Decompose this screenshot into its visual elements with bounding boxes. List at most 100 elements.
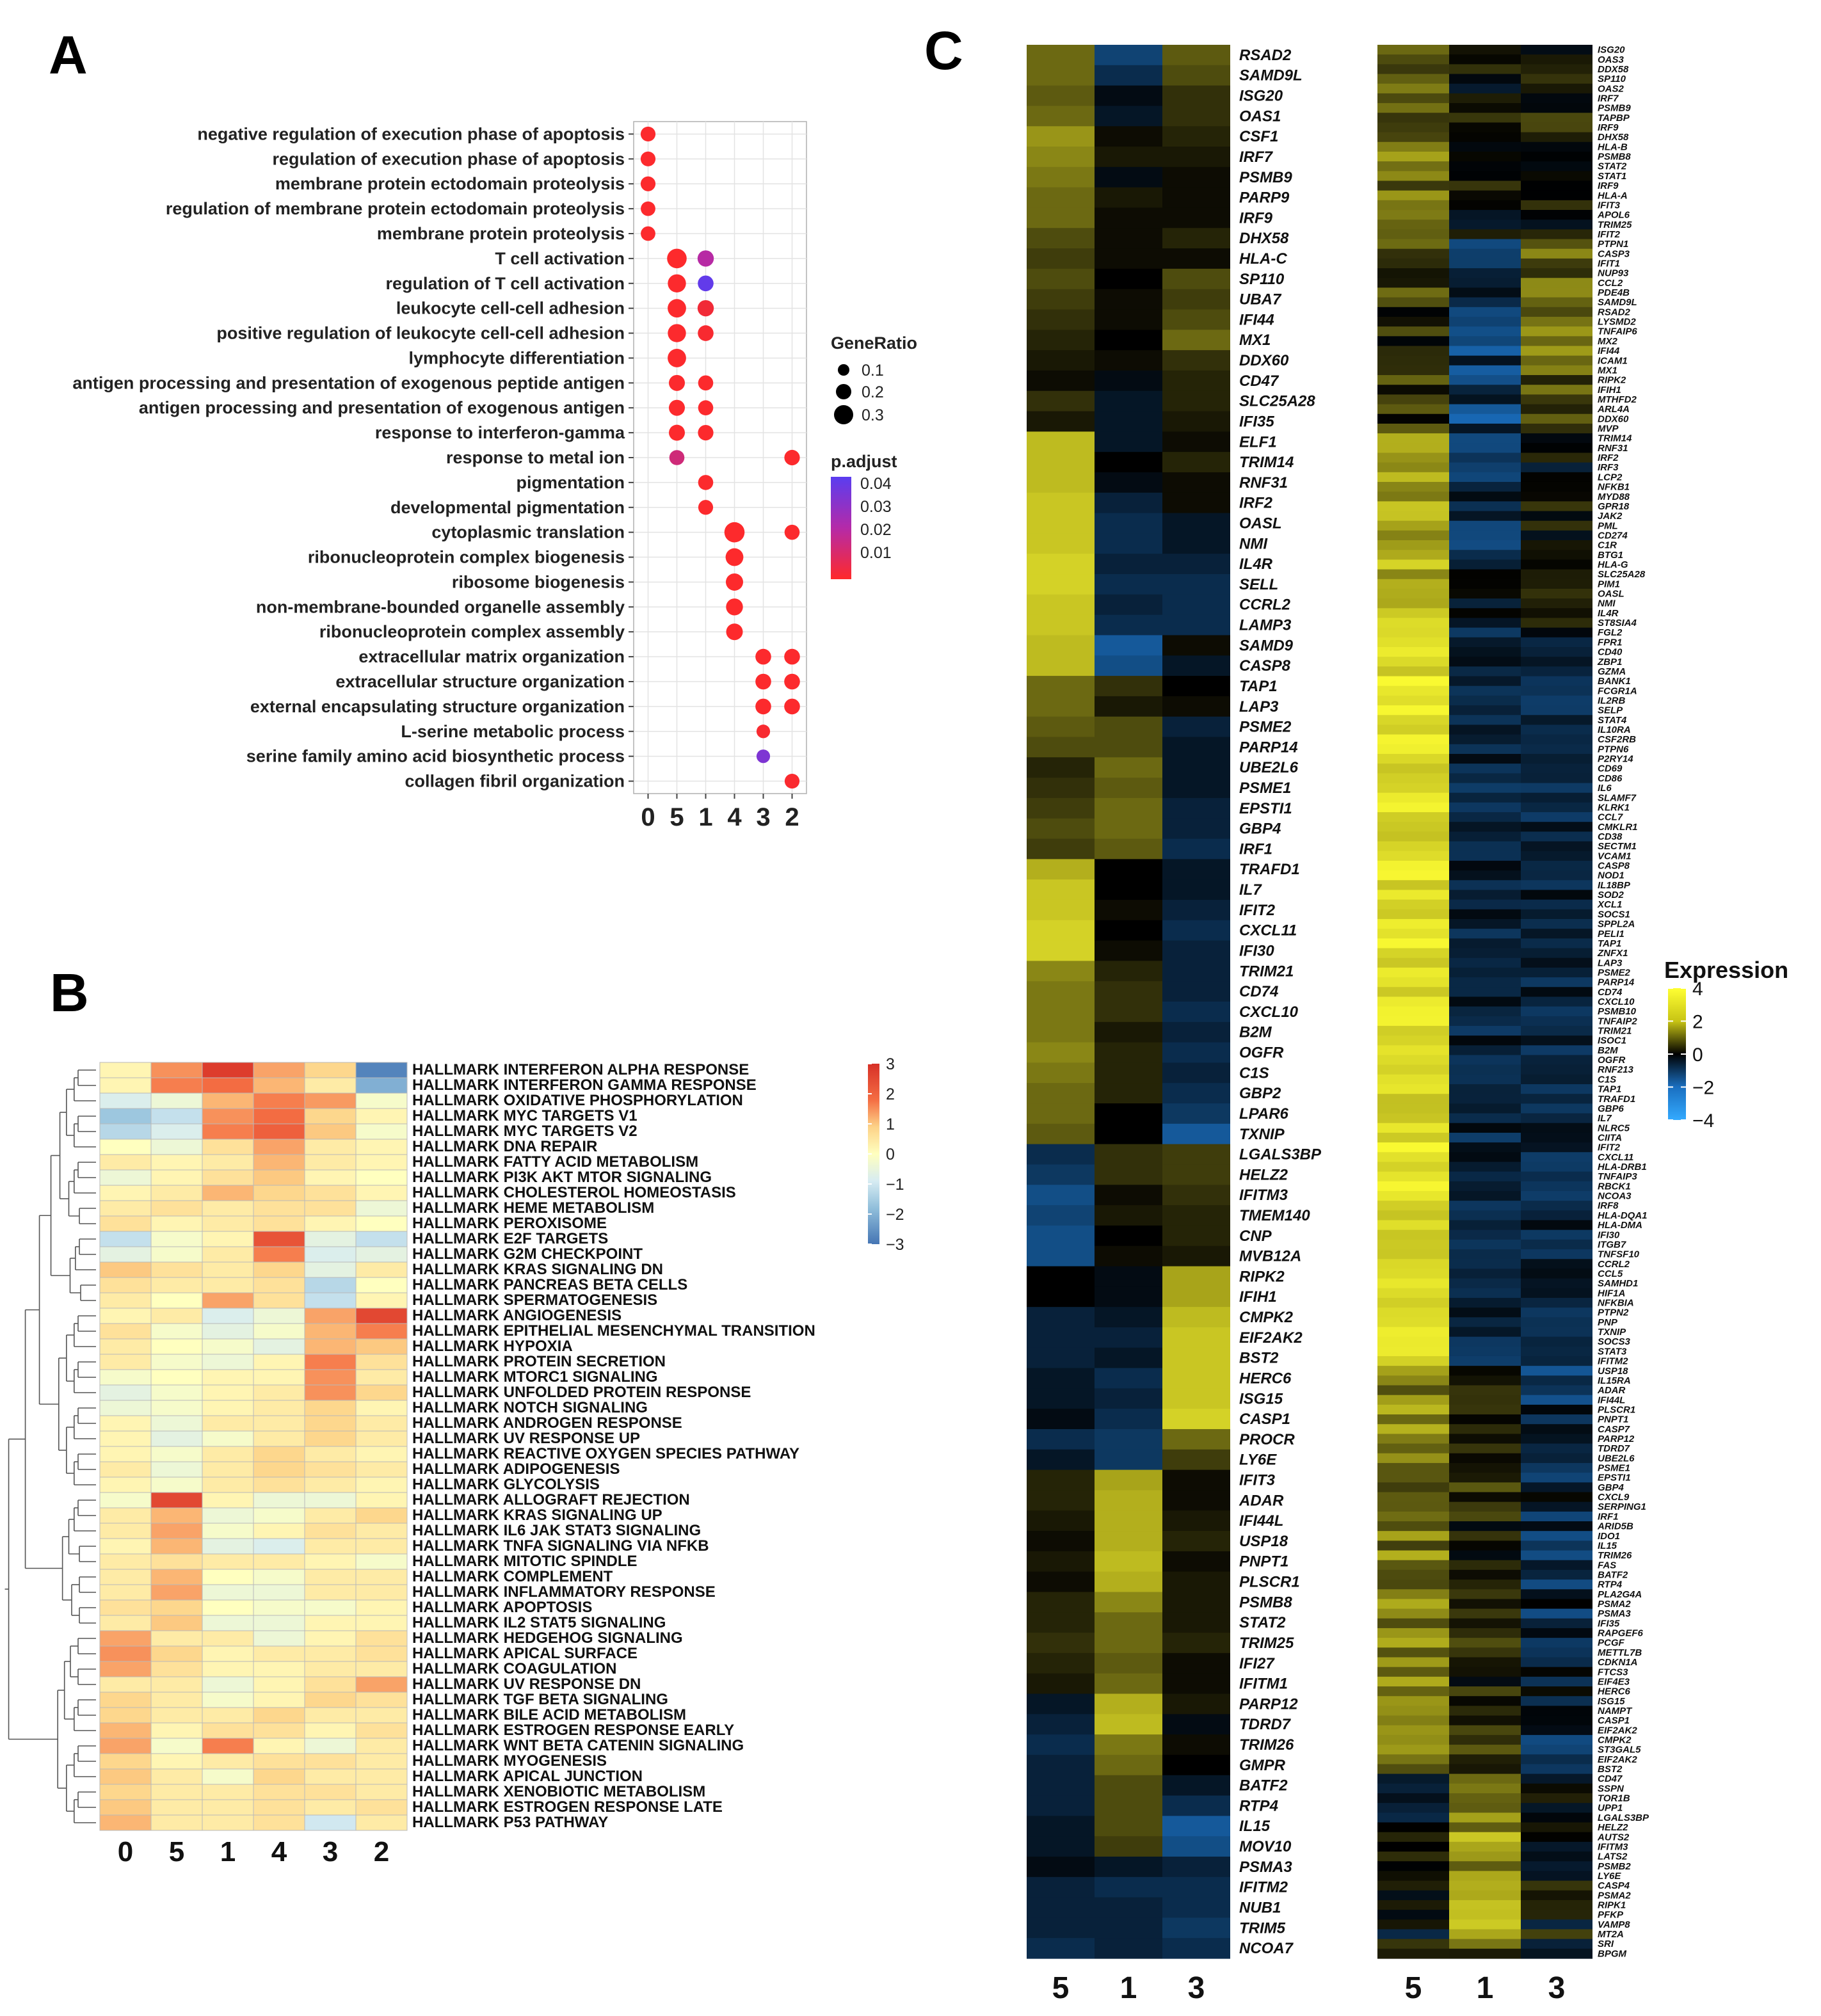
expr-right-cell-174-3 xyxy=(1521,1734,1592,1745)
expr-left-cell-LPAR6-5 xyxy=(1027,1103,1095,1124)
gene-right-cmpk2: CMPK2 xyxy=(1598,1735,1632,1746)
expr-right-cell-161-1 xyxy=(1449,1608,1521,1619)
hallmark-cell-29-0 xyxy=(99,1507,152,1524)
hallmark-cell-4-5 xyxy=(150,1123,203,1140)
expr-left-cell-PSMB8-5 xyxy=(1027,1592,1095,1613)
expr-left-cell-CSF1-1 xyxy=(1095,126,1162,147)
expr-right-cell-23-1 xyxy=(1449,268,1521,278)
gene-left-psmb8: PSMB8 xyxy=(1239,1594,1292,1611)
gene-right-cxcl9: CXCL9 xyxy=(1598,1492,1630,1503)
hallmark-cell-11-2 xyxy=(355,1231,408,1247)
expr-right-cell-33-5 xyxy=(1377,365,1449,376)
gene-right-tnfsf10: TNFSF10 xyxy=(1598,1249,1640,1260)
gene-right-hla-a: HLA-A xyxy=(1598,190,1628,201)
expr-right-cell-183-5 xyxy=(1377,1822,1449,1833)
gene-right-cd38: CD38 xyxy=(1598,831,1623,842)
gene-right-casp3: CASP3 xyxy=(1598,248,1630,259)
expr-right-cell-99-5 xyxy=(1377,1006,1449,1017)
expr-left-cell-CMPK2-1 xyxy=(1095,1307,1162,1328)
hallmark-cell-9-4 xyxy=(253,1200,305,1217)
hallmark-label-hallmark-unfolded-protein-response: HALLMARK UNFOLDED PROTEIN RESPONSE xyxy=(412,1384,751,1401)
gene-right-ccl2: CCL2 xyxy=(1598,278,1623,289)
gene-right-ddx58: DDX58 xyxy=(1598,64,1629,75)
term-label-regulation-of-membrane-protein-ectodomain-proteolysis: regulation of membrane protein ectodomai… xyxy=(166,199,625,218)
gene-right-psma2: PSMA2 xyxy=(1598,1890,1631,1901)
hallmark-cell-22-1 xyxy=(202,1400,254,1416)
expr-right-cell-188-3 xyxy=(1521,1871,1592,1882)
expr-right-cell-134-5 xyxy=(1377,1346,1449,1357)
expr-right-cell-128-3 xyxy=(1521,1288,1592,1299)
hallmark-cell-2-2 xyxy=(355,1092,408,1109)
expr-right-cell-183-1 xyxy=(1449,1822,1521,1833)
hallmark-cell-47-5 xyxy=(150,1784,203,1800)
expr-left-cell-PARP14-3 xyxy=(1162,737,1230,758)
gene-right-ifih1: IFIH1 xyxy=(1598,385,1621,396)
expr-right-cell-24-3 xyxy=(1521,278,1592,289)
expr-right-cell-65-5 xyxy=(1377,676,1449,687)
expr-right-cell-115-1 xyxy=(1449,1162,1521,1172)
expr-left-cell-PARP12-3 xyxy=(1162,1693,1230,1715)
expr-left-cell-IFITM3-5 xyxy=(1027,1185,1095,1206)
expr-left-cell-SAMD9-5 xyxy=(1027,635,1095,656)
expr-right-cell-107-1 xyxy=(1449,1084,1521,1094)
padjust-legend-title: p.adjust xyxy=(831,452,897,471)
gene-left-b2m: B2M xyxy=(1239,1024,1272,1041)
expr-left-cell-MX1-3 xyxy=(1162,330,1230,351)
hallmark-cell-4-4 xyxy=(253,1123,305,1140)
expr-right-cell-149-5 xyxy=(1377,1492,1449,1503)
expr-left-cell-GBP2-5 xyxy=(1027,1083,1095,1104)
expr-right-cell-59-1 xyxy=(1449,618,1521,628)
gene-right-isoc1: ISOC1 xyxy=(1598,1036,1626,1046)
gene-right-ly6e: LY6E xyxy=(1598,1871,1621,1882)
expr-left-cell-IFI27-5 xyxy=(1027,1652,1095,1674)
expr-left-cell-SELL-3 xyxy=(1162,574,1230,595)
expr-right-cell-163-1 xyxy=(1449,1628,1521,1638)
gene-right-gbp6: GBP6 xyxy=(1598,1103,1624,1114)
expr-right-cell-12-5 xyxy=(1377,161,1449,172)
expr-right-cell-129-1 xyxy=(1449,1297,1521,1308)
term-label-membrane-protein-ectodomain-proteolysis: membrane protein ectodomain proteolysis xyxy=(275,174,625,193)
expr-right-cell-22-3 xyxy=(1521,258,1592,269)
expr-right-cell-57-3 xyxy=(1521,598,1592,609)
expr-right-cell-90-3 xyxy=(1521,918,1592,929)
hallmark-label-hallmark-oxidative-phosphorylation: HALLMARK OXIDATIVE PHOSPHORYLATION xyxy=(412,1092,743,1109)
expr-left-cell-ISG20-5 xyxy=(1027,85,1095,107)
expr-right-cell-62-3 xyxy=(1521,647,1592,657)
expr-right-cell-50-3 xyxy=(1521,530,1592,541)
expr-right-cell-118-1 xyxy=(1449,1190,1521,1201)
expr-left-cell-MX1-5 xyxy=(1027,330,1095,351)
expr-right-cell-184-5 xyxy=(1377,1832,1449,1843)
dot-leukocyte-cell-cell-adhesion-cluster-1 xyxy=(697,300,714,317)
expr-left-cell-PROCR-3 xyxy=(1162,1428,1230,1450)
expr-right-cell-137-3 xyxy=(1521,1375,1592,1386)
gene-right-irf8: IRF8 xyxy=(1598,1201,1619,1212)
expr-left-cell-TXNIP-3 xyxy=(1162,1123,1230,1145)
expr-left-cell-TRIM25-1 xyxy=(1095,1633,1162,1654)
expr-left-cell-CNP-3 xyxy=(1162,1225,1230,1247)
gene-left-gbp4: GBP4 xyxy=(1239,820,1281,838)
expr-right-cell-133-5 xyxy=(1377,1336,1449,1347)
expr-right-cell-30-3 xyxy=(1521,336,1592,347)
expr-left-col-5: 5 xyxy=(1052,1971,1070,2005)
expr-right-cell-161-3 xyxy=(1521,1608,1592,1619)
gene-left-uba7: UBA7 xyxy=(1239,291,1282,308)
expr-left-cell-EPSTI1-5 xyxy=(1027,797,1095,819)
hallmark-label-hallmark-spermatogenesis: HALLMARK SPERMATOGENESIS xyxy=(412,1292,657,1309)
gene-right-stat4: STAT4 xyxy=(1598,715,1627,726)
hallmark-cell-47-0 xyxy=(99,1784,152,1800)
expr-right-cell-80-5 xyxy=(1377,822,1449,832)
expr-left-cell-IL4R-1 xyxy=(1095,554,1162,575)
expr-right-cell-66-1 xyxy=(1449,685,1521,696)
hallmark-cell-24-5 xyxy=(150,1430,203,1447)
expr-left-cell-DHX58-1 xyxy=(1095,228,1162,249)
gene-left-eif2ak2: EIF2AK2 xyxy=(1239,1329,1303,1347)
hallmark-label-hallmark-cholesterol-homeostasis: HALLMARK CHOLESTEROL HOMEOSTASIS xyxy=(412,1184,736,1201)
expr-right-cell-160-5 xyxy=(1377,1599,1449,1610)
expr-left-cell-TRIM25-3 xyxy=(1162,1633,1230,1654)
dot-positive-regulation-of-leukocyte-cell-cell-adhesion-cluster-5 xyxy=(668,324,686,342)
expr-left-cell-LGALS3BP-3 xyxy=(1162,1144,1230,1165)
expr-right-cell-52-5 xyxy=(1377,550,1449,561)
expr-left-cell-LPAR6-1 xyxy=(1095,1103,1162,1124)
expr-right-cell-91-3 xyxy=(1521,929,1592,939)
expr-left-cell-TAP1-1 xyxy=(1095,676,1162,697)
